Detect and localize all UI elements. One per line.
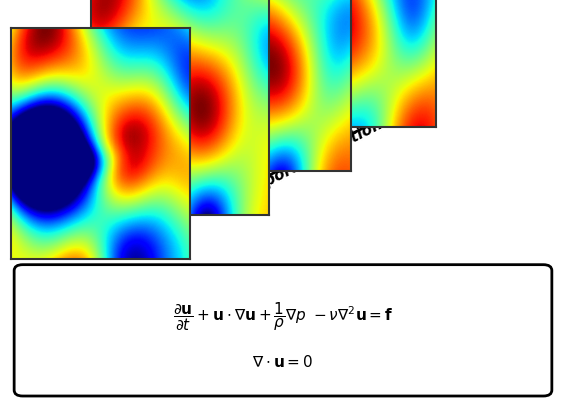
Text: Temporal evolution: Temporal evolution [231, 117, 385, 205]
Text: $\nabla \cdot \mathbf{u} = 0$: $\nabla \cdot \mathbf{u} = 0$ [252, 354, 314, 370]
Text: $\dfrac{\partial \mathbf{u}}{\partial t} + \mathbf{u} \cdot \nabla \mathbf{u} + : $\dfrac{\partial \mathbf{u}}{\partial t}… [173, 300, 393, 333]
FancyBboxPatch shape [14, 265, 552, 396]
